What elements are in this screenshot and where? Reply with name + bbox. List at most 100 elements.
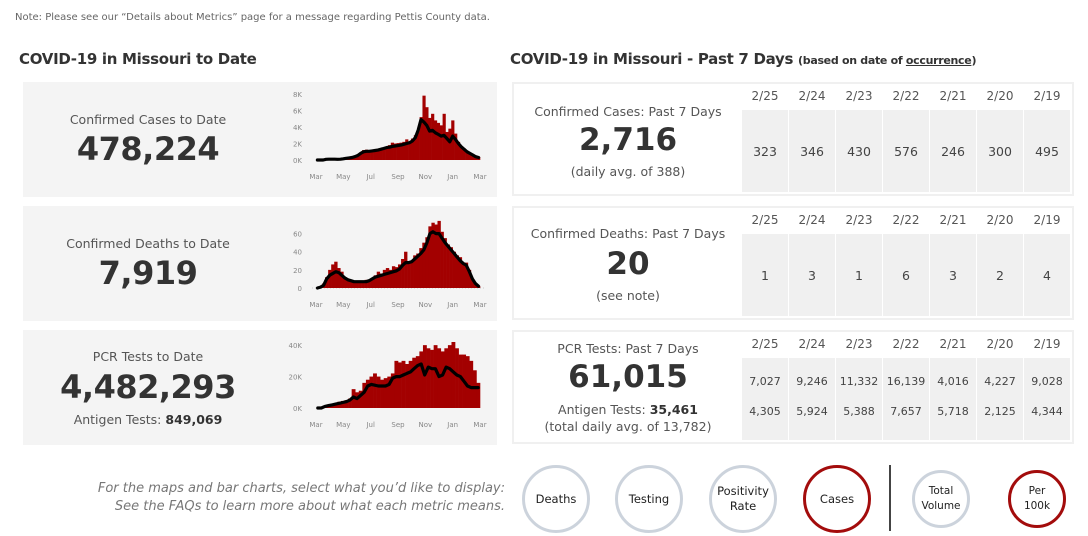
bar	[433, 120, 438, 160]
bar	[404, 251, 408, 288]
deaths-to-date-panel: Confirmed Deaths to Date 7,919 0 20 40 60 Ma…	[23, 206, 497, 321]
metric-positivity-rate-button[interactable]: Positivity Rate	[709, 465, 777, 533]
x-tick-label: Jan	[446, 301, 458, 309]
bar	[334, 261, 338, 288]
cases-to-date-label: Confirmed Cases to Date	[69, 112, 227, 127]
day-date: 2/19	[1033, 89, 1061, 103]
bar	[425, 107, 429, 160]
day-column: 2/19 4	[1024, 208, 1070, 318]
day-cell	[930, 110, 976, 192]
x-tick-label: Jan	[446, 173, 458, 181]
day-column: 2/23 1	[836, 208, 882, 318]
scale-total-volume-button[interactable]: Total Volume	[912, 470, 970, 528]
daily-antigen-value: 4,344	[1031, 405, 1063, 418]
tests-daily-grid: 2/25 7,027 4,305 2/24 9,246 5,924 2/23 11,332 5,…	[742, 332, 1071, 442]
deaths-sparkline-chart[interactable]: 0 20 40 60 Mar May Jul Sep Nov Jan Mar	[268, 206, 497, 321]
day-date: 2/25	[751, 89, 779, 103]
day-date: 2/20	[986, 337, 1014, 351]
tests-past7-panel: PCR Tests: Past 7 Days 61,015 Antigen Te…	[512, 330, 1074, 444]
day-date: 2/19	[1033, 337, 1061, 351]
daily-pcr-value: 7,027	[749, 375, 781, 388]
tests-to-date-panel: PCR Tests to Date 4,482,293 Antigen Test…	[23, 330, 497, 445]
day-cell	[977, 358, 1023, 440]
bar	[413, 135, 418, 160]
daily-case-value: 300	[988, 144, 1012, 159]
day-cell	[977, 234, 1023, 316]
bar	[353, 156, 357, 160]
day-column: 2/25 7,027 4,305	[742, 332, 788, 442]
bar	[340, 271, 344, 288]
bar	[431, 222, 435, 288]
bar	[390, 373, 395, 408]
day-cell	[930, 358, 976, 440]
bar	[343, 277, 347, 288]
bar	[402, 141, 406, 160]
bar	[344, 400, 349, 408]
bar	[396, 143, 400, 160]
x-tick-label: Mar	[309, 421, 322, 429]
bar	[419, 117, 423, 160]
occurrence-link[interactable]: occurrence	[905, 54, 972, 67]
y-tick-label: 0K	[293, 157, 302, 165]
day-column: 2/23 11,332 5,388	[836, 332, 882, 442]
bar	[337, 268, 341, 288]
bar	[410, 260, 414, 288]
past-7-days-heading: COVID-19 in Missouri - Past 7 Days (base…	[510, 50, 976, 68]
bar	[367, 150, 371, 160]
moving-average-line	[315, 117, 481, 162]
antigen-to-date: Antigen Tests: 849,069	[73, 412, 223, 427]
bar	[401, 258, 405, 288]
day-column: 2/21 3	[930, 208, 976, 318]
bar	[451, 342, 456, 408]
y-tick-label: 40K	[289, 342, 303, 350]
daily-death-value: 4	[1043, 268, 1051, 283]
day-column: 2/23 430	[836, 84, 882, 194]
bar	[458, 354, 463, 408]
scale-per-100k-button[interactable]: Per 100k	[1008, 470, 1066, 528]
cases-sparkline-chart[interactable]: 0K 2K 4K 6K 8K Mar May Jul Sep Nov Jan Mar	[268, 82, 497, 197]
daily-antigen-value: 5,718	[937, 405, 969, 418]
bar	[388, 269, 393, 288]
bar	[468, 153, 472, 160]
day-date: 2/20	[986, 89, 1014, 103]
metric-testing-button[interactable]: Testing	[615, 465, 683, 533]
bar	[390, 142, 394, 160]
bar	[379, 273, 384, 288]
x-tick-label: May	[336, 421, 350, 429]
daily-pcr-value: 11,332	[839, 375, 879, 388]
bar	[356, 155, 360, 160]
bar	[398, 264, 402, 288]
selector-divider	[889, 465, 891, 531]
daily-case-value: 576	[894, 144, 918, 159]
bar	[452, 251, 457, 288]
bar	[425, 237, 429, 288]
bar	[469, 360, 474, 408]
tests-sparkline-chart[interactable]: 0K 20K 40K Mar May Jul Sep Nov Jan Mar	[268, 330, 497, 445]
metric-cases-button[interactable]: Cases	[803, 465, 871, 533]
antigen-past7-value: 35,461	[649, 402, 698, 417]
daily-antigen-value: 5,924	[796, 405, 828, 418]
day-column: 2/22 16,139 7,657	[883, 332, 929, 442]
bar	[451, 120, 455, 160]
y-tick-label: 0	[298, 285, 302, 293]
bar	[422, 95, 426, 160]
bar	[393, 143, 397, 160]
day-date: 2/25	[751, 337, 779, 351]
cases-past7-value: 2,716	[578, 122, 678, 158]
x-tick-label: Nov	[418, 421, 432, 429]
bar	[462, 148, 466, 160]
bar	[416, 253, 420, 288]
bar	[430, 349, 434, 408]
bar	[464, 262, 469, 288]
bar	[383, 378, 388, 408]
deaths-past7-label: Confirmed Deaths: Past 7 Days	[530, 226, 726, 241]
day-column: 2/25 323	[742, 84, 788, 194]
daily-case-value: 246	[941, 144, 965, 159]
bar	[405, 364, 409, 408]
x-tick-label: Mar	[309, 301, 322, 309]
metric-deaths-button[interactable]: Deaths	[522, 465, 590, 533]
bar	[340, 400, 345, 408]
day-date: 2/24	[798, 213, 826, 227]
bar	[370, 278, 375, 288]
y-tick-label: 6K	[293, 108, 302, 116]
